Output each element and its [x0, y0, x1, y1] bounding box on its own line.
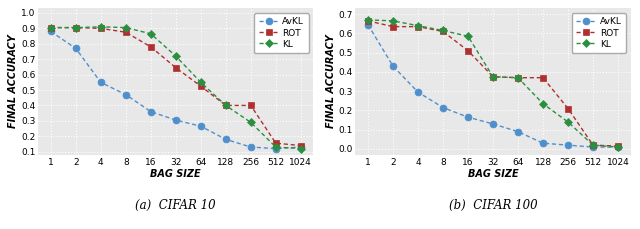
AvKL	[172, 119, 180, 121]
AvKL	[147, 110, 155, 113]
AvKL	[464, 116, 472, 119]
AvKL	[122, 93, 130, 96]
ROT	[72, 26, 79, 29]
KL	[272, 146, 280, 148]
AvKL	[97, 81, 104, 84]
AvKL	[614, 146, 622, 148]
AvKL	[47, 30, 54, 33]
ROT	[464, 49, 472, 52]
AvKL	[539, 142, 547, 144]
AvKL	[297, 146, 305, 148]
AvKL	[589, 146, 597, 148]
KL	[297, 147, 305, 150]
ROT	[297, 144, 305, 147]
ROT	[564, 107, 572, 110]
KL	[564, 121, 572, 123]
Line: KL: KL	[365, 17, 621, 150]
KL	[197, 81, 205, 84]
KL	[97, 25, 104, 28]
AvKL	[197, 125, 205, 128]
Legend: AvKL, ROT, KL: AvKL, ROT, KL	[255, 13, 309, 53]
ROT	[222, 104, 230, 107]
KL	[72, 26, 79, 29]
KL	[489, 75, 497, 78]
ROT	[272, 142, 280, 144]
KL	[172, 55, 180, 57]
KL	[614, 146, 622, 148]
Line: ROT: ROT	[365, 18, 621, 149]
KL	[464, 35, 472, 38]
KL	[514, 76, 522, 79]
ROT	[414, 25, 422, 28]
ROT	[389, 25, 397, 28]
ROT	[97, 27, 104, 30]
ROT	[364, 19, 372, 22]
AvKL	[72, 47, 79, 50]
ROT	[539, 76, 547, 79]
AvKL	[514, 130, 522, 133]
AvKL	[272, 147, 280, 150]
KL	[364, 19, 372, 21]
X-axis label: BAG SIZE: BAG SIZE	[468, 169, 518, 179]
KL	[47, 26, 54, 29]
AvKL	[439, 106, 447, 109]
ROT	[489, 75, 497, 78]
ROT	[614, 145, 622, 147]
ROT	[147, 46, 155, 48]
Line: KL: KL	[48, 24, 303, 151]
KL	[589, 144, 597, 147]
Y-axis label: FINAL ACCURACY: FINAL ACCURACY	[8, 35, 19, 128]
ROT	[589, 144, 597, 147]
Line: ROT: ROT	[48, 25, 303, 148]
ROT	[247, 104, 255, 107]
ROT	[122, 31, 130, 34]
AvKL	[564, 144, 572, 147]
Text: (b)  CIFAR 100: (b) CIFAR 100	[449, 199, 538, 212]
KL	[222, 104, 230, 107]
Line: AvKL: AvKL	[47, 28, 304, 152]
ROT	[439, 30, 447, 33]
KL	[414, 24, 422, 27]
AvKL	[222, 138, 230, 141]
KL	[389, 19, 397, 22]
ROT	[514, 76, 522, 79]
AvKL	[389, 65, 397, 68]
X-axis label: BAG SIZE: BAG SIZE	[150, 169, 201, 179]
KL	[147, 32, 155, 35]
Line: AvKL: AvKL	[365, 21, 621, 150]
AvKL	[364, 23, 372, 26]
Y-axis label: FINAL ACCURACY: FINAL ACCURACY	[326, 35, 335, 128]
KL	[247, 121, 255, 124]
ROT	[172, 66, 180, 69]
ROT	[47, 26, 54, 29]
AvKL	[247, 146, 255, 148]
AvKL	[414, 91, 422, 93]
ROT	[197, 85, 205, 87]
AvKL	[489, 123, 497, 125]
KL	[122, 26, 130, 29]
Text: (a)  CIFAR 10: (a) CIFAR 10	[136, 199, 216, 212]
Legend: AvKL, ROT, KL: AvKL, ROT, KL	[572, 13, 626, 53]
KL	[539, 102, 547, 105]
KL	[439, 29, 447, 32]
